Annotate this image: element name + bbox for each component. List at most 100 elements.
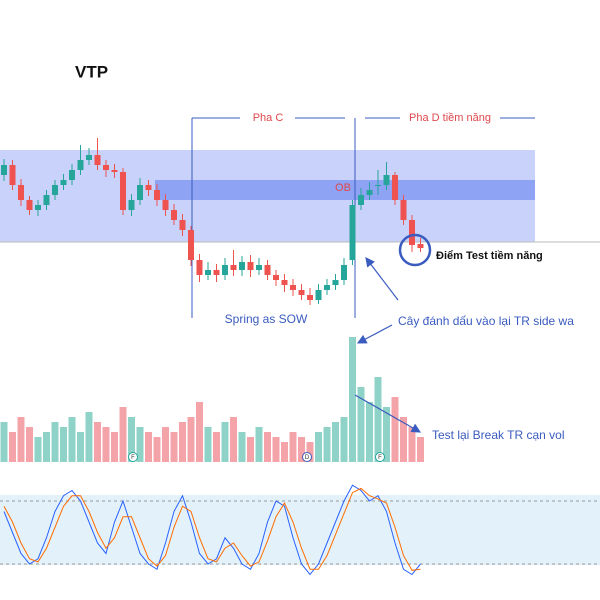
annotation: Test lại Break TR cạn vol [432,428,565,442]
candle-body [417,244,424,248]
candle-body [162,200,169,210]
volume-bar [323,427,331,462]
volume-bar [111,432,118,462]
test-circle [398,233,432,267]
volume-bar [34,437,42,462]
candle-body [222,265,228,275]
candle-body [35,205,41,210]
volume-bar [383,407,390,462]
candle-body [9,165,16,185]
volume-bar [289,432,297,462]
volume-bar [119,407,127,462]
volume-bar [213,432,220,462]
volume-bar [366,402,373,462]
stoch-line [3,487,421,571]
annotation: Pha D tiềm năng [409,112,491,124]
chart-title: VTP [75,62,108,81]
event-marker [302,452,312,462]
volume-bar [128,417,135,462]
candle-body [69,170,75,180]
volume-bar [255,427,263,462]
volume-bar [230,417,237,462]
candle-body [1,165,7,175]
volume-bar [272,437,280,462]
volume-bar [68,417,76,462]
volume-bar [102,427,110,462]
candle-body [103,165,109,170]
volume-bar [400,417,407,462]
candle-body [349,205,356,260]
volume-bar [77,432,84,462]
candle-body [111,170,118,172]
candle-body [137,185,143,200]
volume-bar [281,442,288,462]
volume-bar [17,417,25,462]
volume-bar [9,432,16,462]
candle-body [307,295,313,300]
volume-bar [349,337,356,462]
candle-body [77,160,84,170]
volume-bar [204,427,212,462]
candle-body [154,190,160,200]
candle-body [392,175,398,200]
stoch-line [3,484,421,576]
candle-body [366,190,373,195]
candle-body [230,265,237,270]
volume-bar [94,422,101,462]
candle-body [205,270,211,275]
volume-bar [145,432,152,462]
candle-body [188,230,194,260]
annotation: Spring as SOW [225,312,308,326]
volume-bar [391,397,399,462]
volume-bar [162,427,169,462]
candle-body [264,265,271,275]
volume-bar [196,402,203,462]
volume-bar [247,437,254,462]
volume-bar [136,427,144,462]
volume-bar [340,417,348,462]
candle-body [315,290,322,300]
candle-body [324,285,330,290]
volume-bar [179,422,186,462]
ob-zone [155,180,535,200]
event-marker [375,452,385,462]
candle-body [196,260,203,275]
candle-body [26,200,33,210]
candle-body [332,280,339,285]
volume-bar [408,427,416,462]
event-marker-label: D [305,455,310,461]
volume-bar [51,422,59,462]
volume-bar [374,377,382,462]
candle-body [94,155,101,165]
candle-body [179,220,186,230]
candle-body [171,210,177,220]
candle-body [145,185,152,190]
candle-body [239,262,245,270]
candle-body [128,200,135,210]
volume-bar [264,432,271,462]
candle-body [375,185,381,186]
volume-bar [332,422,339,462]
candle-body [43,195,50,205]
candle-body [256,265,262,270]
candle-body [273,275,279,280]
volume-bar [298,437,305,462]
volume-bar [170,432,178,462]
event-marker [128,452,138,462]
volume-bar [315,432,322,462]
event-marker-label: F [131,455,135,461]
volume-bar [60,427,67,462]
annotation: Pha C [253,112,284,124]
candle-body [290,285,296,290]
candle-body [281,280,288,285]
volume-bar [85,412,93,462]
arrows [354,257,422,433]
annotation: Cây đánh dấu vào lại TR side wa [398,314,574,328]
candle-body [298,290,305,295]
candle-body [247,262,254,270]
annotation: OB [335,182,351,194]
candle-body [52,185,58,195]
candle-body [409,220,415,245]
volume-bar [0,422,8,462]
